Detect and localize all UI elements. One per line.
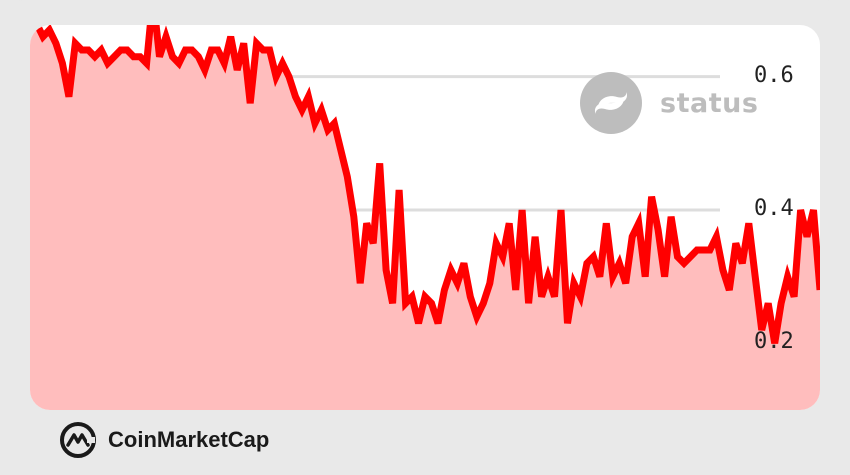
y-tick-label: 0.2 [754, 329, 794, 355]
brand: status [580, 72, 758, 134]
price-area-fill [30, 25, 820, 410]
status-logo-icon [580, 72, 642, 134]
y-tick-label: 0.4 [754, 196, 794, 221]
chart-panel: status 0.6 0.4 0.2 [30, 25, 820, 410]
y-tick-label: 0.6 [754, 62, 794, 88]
footer-brand-name: CoinMarketCap [108, 427, 270, 452]
price-chart [30, 25, 820, 410]
brand-name: status [660, 87, 759, 119]
footer-attribution: CoinMarketCap [58, 420, 269, 460]
series-layer [30, 25, 820, 410]
coinmarketcap-logo-icon [60, 422, 96, 458]
